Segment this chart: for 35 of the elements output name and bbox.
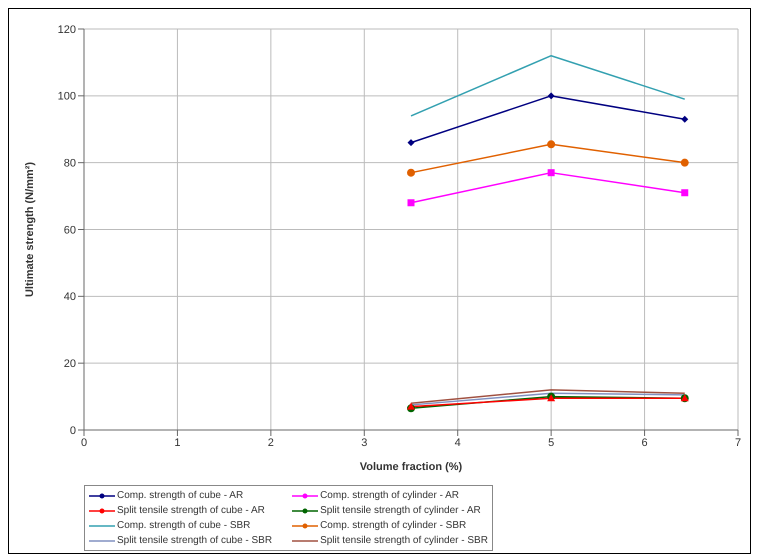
x-tick-label: 2	[268, 436, 274, 449]
point	[548, 169, 555, 176]
y-axis-title: Ultimate strength (N/mm²)	[24, 162, 36, 298]
x-axis-title: Volume fraction (%)	[360, 461, 463, 473]
x-tick-label: 3	[361, 436, 368, 449]
legend-label: Comp. strength of cube - AR	[117, 490, 244, 501]
point	[408, 199, 414, 206]
point	[681, 116, 688, 123]
y-tick-label: 120	[58, 24, 76, 36]
y-tick-label: 20	[64, 358, 76, 370]
x-tick-label: 5	[548, 436, 554, 449]
x-tick-label: 4	[454, 436, 461, 449]
point	[681, 189, 688, 196]
point	[407, 402, 415, 410]
legend-label: Split tensile strength of cylinder - AR	[320, 505, 481, 516]
x-tick-label: 6	[642, 436, 648, 449]
y-tick-label: 60	[64, 224, 76, 236]
legend-label: Comp. strength of cube - SBR	[117, 520, 250, 531]
x-tick-label: 0	[80, 436, 88, 449]
x-tick-label: 1	[174, 436, 180, 449]
y-tick-label: 80	[64, 158, 76, 170]
legend-label: Split tensile strength of cube - SBR	[117, 535, 272, 546]
point	[408, 139, 414, 146]
point	[680, 158, 689, 167]
point	[547, 140, 556, 148]
y-tick-label: 0	[70, 424, 76, 437]
point	[407, 168, 415, 177]
legend-label: Comp. strength of cylinder - AR	[320, 490, 460, 501]
legend-label: Split tensile strength of cylinder - SBR	[320, 535, 488, 546]
y-tick-label: 40	[64, 291, 76, 304]
legend-label: Split tensile strength of cube - AR	[117, 505, 265, 516]
x-tick-label: 7	[734, 436, 742, 449]
legend-label: Comp. strength of cylinder - SBR	[320, 520, 466, 531]
y-tick-label: 100	[58, 90, 76, 103]
point	[548, 92, 555, 100]
